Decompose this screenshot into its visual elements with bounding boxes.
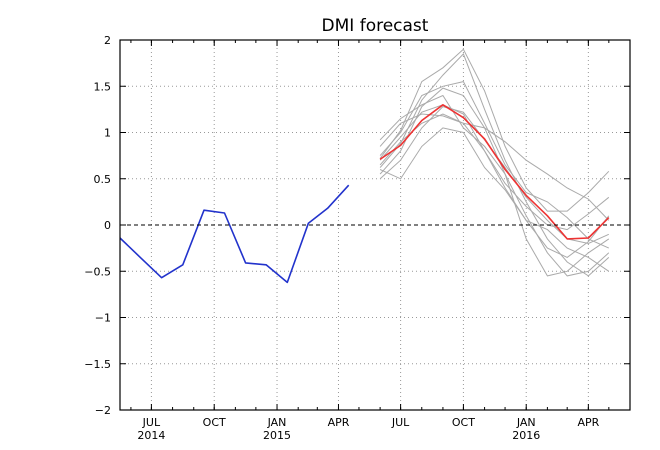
ensemble-member-line xyxy=(379,94,610,277)
y-tick-label: −1.5 xyxy=(84,358,111,371)
ensemble-member-line xyxy=(379,48,610,212)
x-tick-label: JUL xyxy=(391,416,410,429)
ensemble-member-line xyxy=(379,87,610,277)
y-tick-label: 1.5 xyxy=(94,80,112,93)
y-tick-label: 0.5 xyxy=(94,173,112,186)
x-tick-year-label: 2014 xyxy=(137,429,165,442)
x-tick-label: APR xyxy=(328,416,350,429)
y-tick-label: −2 xyxy=(95,404,111,417)
y-tick-label: 1 xyxy=(104,127,111,140)
y-tick-label: 0 xyxy=(104,219,111,232)
ensemble-member-line xyxy=(379,104,610,231)
x-tick-label: JUL xyxy=(142,416,161,429)
y-tick-label: −1 xyxy=(95,312,111,325)
ensemble-member-line xyxy=(379,113,610,258)
ensemble-member-line xyxy=(379,113,610,221)
x-tick-label: JAN xyxy=(516,416,536,429)
y-tick-label: −0.5 xyxy=(84,265,111,278)
ensemble-members xyxy=(379,48,610,277)
ensemble-member-line xyxy=(379,52,610,277)
x-tick-label: JAN xyxy=(267,416,287,429)
ensemble-member-line xyxy=(379,81,610,249)
x-tick-label: APR xyxy=(577,416,599,429)
series-line xyxy=(119,184,350,284)
series-line xyxy=(379,104,610,240)
ensemble-member-line xyxy=(379,127,610,272)
y-tick-label: 2 xyxy=(104,34,111,47)
data-series xyxy=(119,104,610,284)
x-tick-label: OCT xyxy=(203,416,226,429)
x-tick-label: OCT xyxy=(452,416,475,429)
chart-title: DMI forecast xyxy=(322,16,429,36)
x-tick-year-label: 2016 xyxy=(512,429,540,442)
ensemble-member-line xyxy=(379,106,610,245)
x-tick-year-label: 2015 xyxy=(263,429,291,442)
